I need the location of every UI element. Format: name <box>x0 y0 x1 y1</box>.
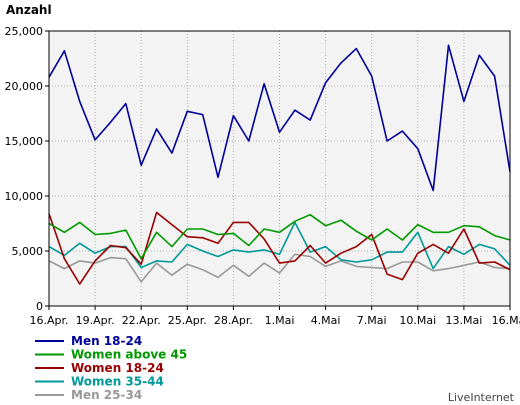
branding-label: LiveInternet <box>448 391 515 404</box>
series-line-women-above-45 <box>48 213 511 260</box>
series-line-men-25-34 <box>48 253 511 283</box>
series-lines <box>48 44 511 285</box>
x-tick-label: 16.Apr. <box>29 314 68 327</box>
x-axis-ticks: 16.Apr. 19.Apr. 22.Apr. 25.Apr. 28.Apr. 1.Mai… <box>29 306 520 327</box>
y-tick-label: 15,000 <box>5 135 44 148</box>
y-tick-label: 0 <box>36 300 43 313</box>
series-line-women-18-24 <box>48 211 511 285</box>
x-tick-label: 7.Mai <box>357 314 387 327</box>
x-tick-label: 4.Mai <box>311 314 341 327</box>
x-tick-label: 19.Apr. <box>76 314 115 327</box>
x-tick-label: 1.Mai <box>265 314 295 327</box>
y-tick-label: 5,000 <box>12 245 44 258</box>
y-tick-label: 25,000 <box>5 25 44 38</box>
plot-frame <box>48 30 511 307</box>
legend-label: Men 18-24 <box>71 334 142 348</box>
y-axis-label: Anzahl <box>6 3 52 17</box>
x-tick-label: 16.Mai <box>492 314 520 327</box>
plot-area <box>48 30 511 307</box>
y-tick-label: 20,000 <box>5 80 44 93</box>
x-tick-label: 25.Apr. <box>168 314 207 327</box>
x-tick-label: 28.Apr. <box>214 314 253 327</box>
series-line-men-18-24 <box>48 44 511 192</box>
y-tick-label: 10,000 <box>5 190 44 203</box>
x-tick-label: 22.Apr. <box>122 314 161 327</box>
legend-label: Women 35-44 <box>71 375 164 389</box>
legend-label: Women above 45 <box>71 348 187 362</box>
y-axis-ticks: 0 5,000 10,000 15,000 20,000 25,000 <box>5 25 49 313</box>
legend-label: Men 25-34 <box>71 388 142 402</box>
legend-label: Women 18-24 <box>71 361 164 375</box>
x-tick-label: 13.Mai <box>446 314 483 327</box>
x-tick-label: 10.Mai <box>399 314 436 327</box>
series-line-women-35-44 <box>48 221 511 270</box>
grid-lines <box>49 31 510 306</box>
